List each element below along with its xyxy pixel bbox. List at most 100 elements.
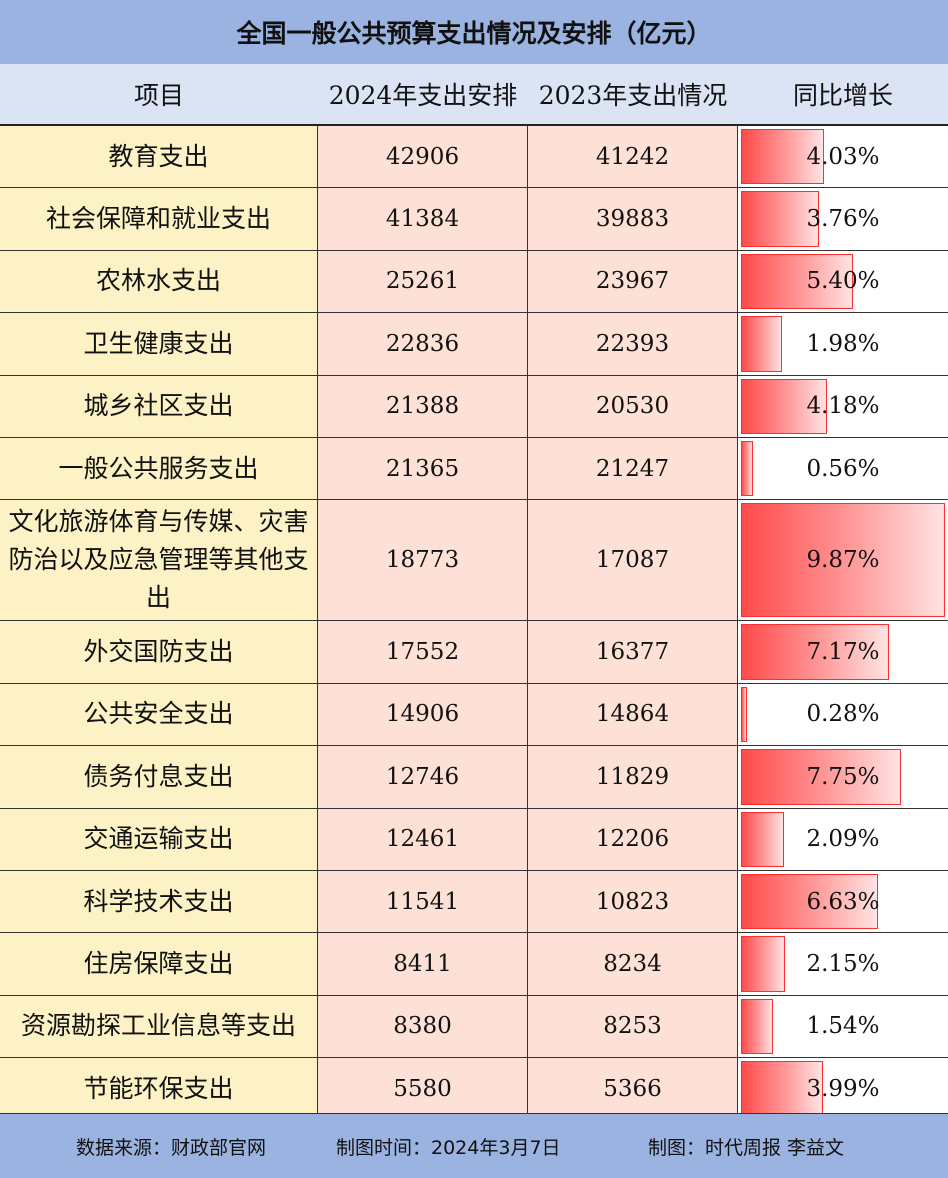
value-2023-actual: 11829 <box>528 746 738 809</box>
row-name: 外交国防支出 <box>0 621 318 684</box>
row-name: 公共安全支出 <box>0 683 318 747</box>
growth-cell: 5.40% <box>738 250 948 314</box>
table-row: 社会保障和就业支出 41384 39883 3.76% <box>0 188 948 251</box>
value-2024-plan: 11541 <box>318 871 528 934</box>
table-row: 一般公共服务支出 21365 21247 0.56% <box>0 438 948 501</box>
table-row: 资源勘探工业信息等支出 8380 8253 1.54% <box>0 995 948 1059</box>
value-2024-plan: 42906 <box>318 126 528 189</box>
growth-cell: 7.75% <box>738 746 948 809</box>
footer: 数据来源：财政部官网 制图时间：2024年3月7日 制图：时代周报 李益文 <box>0 1113 948 1178</box>
growth-bar <box>741 316 782 372</box>
growth-bar <box>741 998 773 1055</box>
growth-cell: 1.98% <box>738 313 948 376</box>
growth-cell: 7.17% <box>738 621 948 684</box>
table-row: 住房保障支出 8411 8234 2.15% <box>0 933 948 996</box>
value-2023-actual: 14864 <box>528 683 738 747</box>
table-body: 教育支出 42906 41242 4.03% 社会保障和就业支出 41384 39883 3.… <box>0 126 948 1121</box>
value-2024-plan: 17552 <box>318 621 528 684</box>
row-name: 住房保障支出 <box>0 933 318 996</box>
growth-cell: 0.56% <box>738 438 948 501</box>
row-name: 教育支出 <box>0 126 318 189</box>
table-row: 节能环保支出 5580 5366 3.99% <box>0 1058 948 1121</box>
footer-source: 数据来源：财政部官网 <box>76 1136 267 1159</box>
growth-label: 4.03% <box>806 143 880 170</box>
value-2023-actual: 22393 <box>528 313 738 376</box>
growth-cell: 3.99% <box>738 1058 948 1121</box>
value-2024-plan: 12746 <box>318 746 528 809</box>
growth-label: 5.40% <box>806 268 880 295</box>
table-row: 卫生健康支出 22836 22393 1.98% <box>0 313 948 376</box>
growth-cell: 2.15% <box>738 933 948 996</box>
value-2024-plan: 18773 <box>318 500 528 622</box>
growth-label: 1.98% <box>806 330 880 357</box>
growth-label: 3.99% <box>806 1075 880 1102</box>
value-2024-plan: 21388 <box>318 375 528 438</box>
table-row: 债务付息支出 12746 11829 7.75% <box>0 746 948 809</box>
growth-bar <box>741 686 747 743</box>
header-2024-plan: 2024年支出安排 <box>328 81 518 110</box>
value-2024-plan: 14906 <box>318 683 528 747</box>
row-name: 交通运输支出 <box>0 808 318 871</box>
growth-bar <box>741 749 902 805</box>
growth-bar <box>741 253 853 310</box>
table-row: 教育支出 42906 41242 4.03% <box>0 126 948 189</box>
growth-label: 0.56% <box>806 455 880 482</box>
value-2023-actual: 8234 <box>528 933 738 996</box>
table-row: 科学技术支出 11541 10823 6.63% <box>0 871 948 934</box>
value-2023-actual: 16377 <box>528 621 738 684</box>
growth-label: 7.17% <box>806 639 880 666</box>
table-row: 公共安全支出 14906 14864 0.28% <box>0 683 948 747</box>
value-2023-actual: 5366 <box>528 1058 738 1121</box>
table-row: 农林水支出 25261 23967 5.40% <box>0 250 948 314</box>
footer-date: 制图时间：2024年3月7日 <box>336 1136 561 1159</box>
value-2024-plan: 25261 <box>318 250 528 314</box>
row-name: 城乡社区支出 <box>0 375 318 438</box>
row-name: 一般公共服务支出 <box>0 438 318 501</box>
growth-bar <box>741 1061 824 1117</box>
growth-bar <box>741 811 785 867</box>
table-row: 交通运输支出 12461 12206 2.09% <box>0 808 948 871</box>
growth-cell: 3.76% <box>738 188 948 251</box>
value-2023-actual: 10823 <box>528 871 738 934</box>
row-name: 节能环保支出 <box>0 1058 318 1121</box>
growth-bar <box>741 503 945 618</box>
value-2024-plan: 8411 <box>318 933 528 996</box>
growth-label: 1.54% <box>806 1013 880 1040</box>
table-row: 文化旅游体育与传媒、灾害防治以及应急管理等其他支出 18773 17087 9.87% <box>0 500 948 622</box>
value-2023-actual: 17087 <box>528 500 738 622</box>
growth-cell: 4.18% <box>738 375 948 438</box>
growth-label: 9.87% <box>806 547 880 574</box>
growth-bar <box>741 378 828 434</box>
value-2023-actual: 20530 <box>528 375 738 438</box>
row-name: 卫生健康支出 <box>0 313 318 376</box>
growth-cell: 2.09% <box>738 808 948 871</box>
growth-label: 2.09% <box>806 826 880 853</box>
header-item: 项目 <box>133 81 184 110</box>
value-2024-plan: 41384 <box>318 188 528 251</box>
growth-bar <box>741 129 825 185</box>
row-name: 文化旅游体育与传媒、灾害防治以及应急管理等其他支出 <box>0 500 318 622</box>
growth-cell: 9.87% <box>738 500 948 622</box>
value-2023-actual: 8253 <box>528 995 738 1059</box>
header-2023-actual: 2023年支出情况 <box>538 81 728 110</box>
value-2024-plan: 22836 <box>318 313 528 376</box>
value-2023-actual: 21247 <box>528 438 738 501</box>
growth-label: 7.75% <box>806 763 880 790</box>
value-2024-plan: 21365 <box>318 438 528 501</box>
growth-bar <box>741 441 753 497</box>
value-2024-plan: 8380 <box>318 995 528 1059</box>
chart-title: 全国一般公共预算支出情况及安排（亿元） <box>0 0 948 64</box>
value-2024-plan: 5580 <box>318 1058 528 1121</box>
growth-label: 0.28% <box>806 701 880 728</box>
growth-label: 2.15% <box>806 951 880 978</box>
value-2023-actual: 41242 <box>528 126 738 189</box>
row-name: 社会保障和就业支出 <box>0 188 318 251</box>
row-name: 资源勘探工业信息等支出 <box>0 995 318 1059</box>
growth-cell: 0.28% <box>738 683 948 747</box>
growth-label: 4.18% <box>806 393 880 420</box>
growth-label: 3.76% <box>806 206 880 233</box>
value-2023-actual: 39883 <box>528 188 738 251</box>
growth-bar <box>741 874 879 930</box>
row-name: 科学技术支出 <box>0 871 318 934</box>
